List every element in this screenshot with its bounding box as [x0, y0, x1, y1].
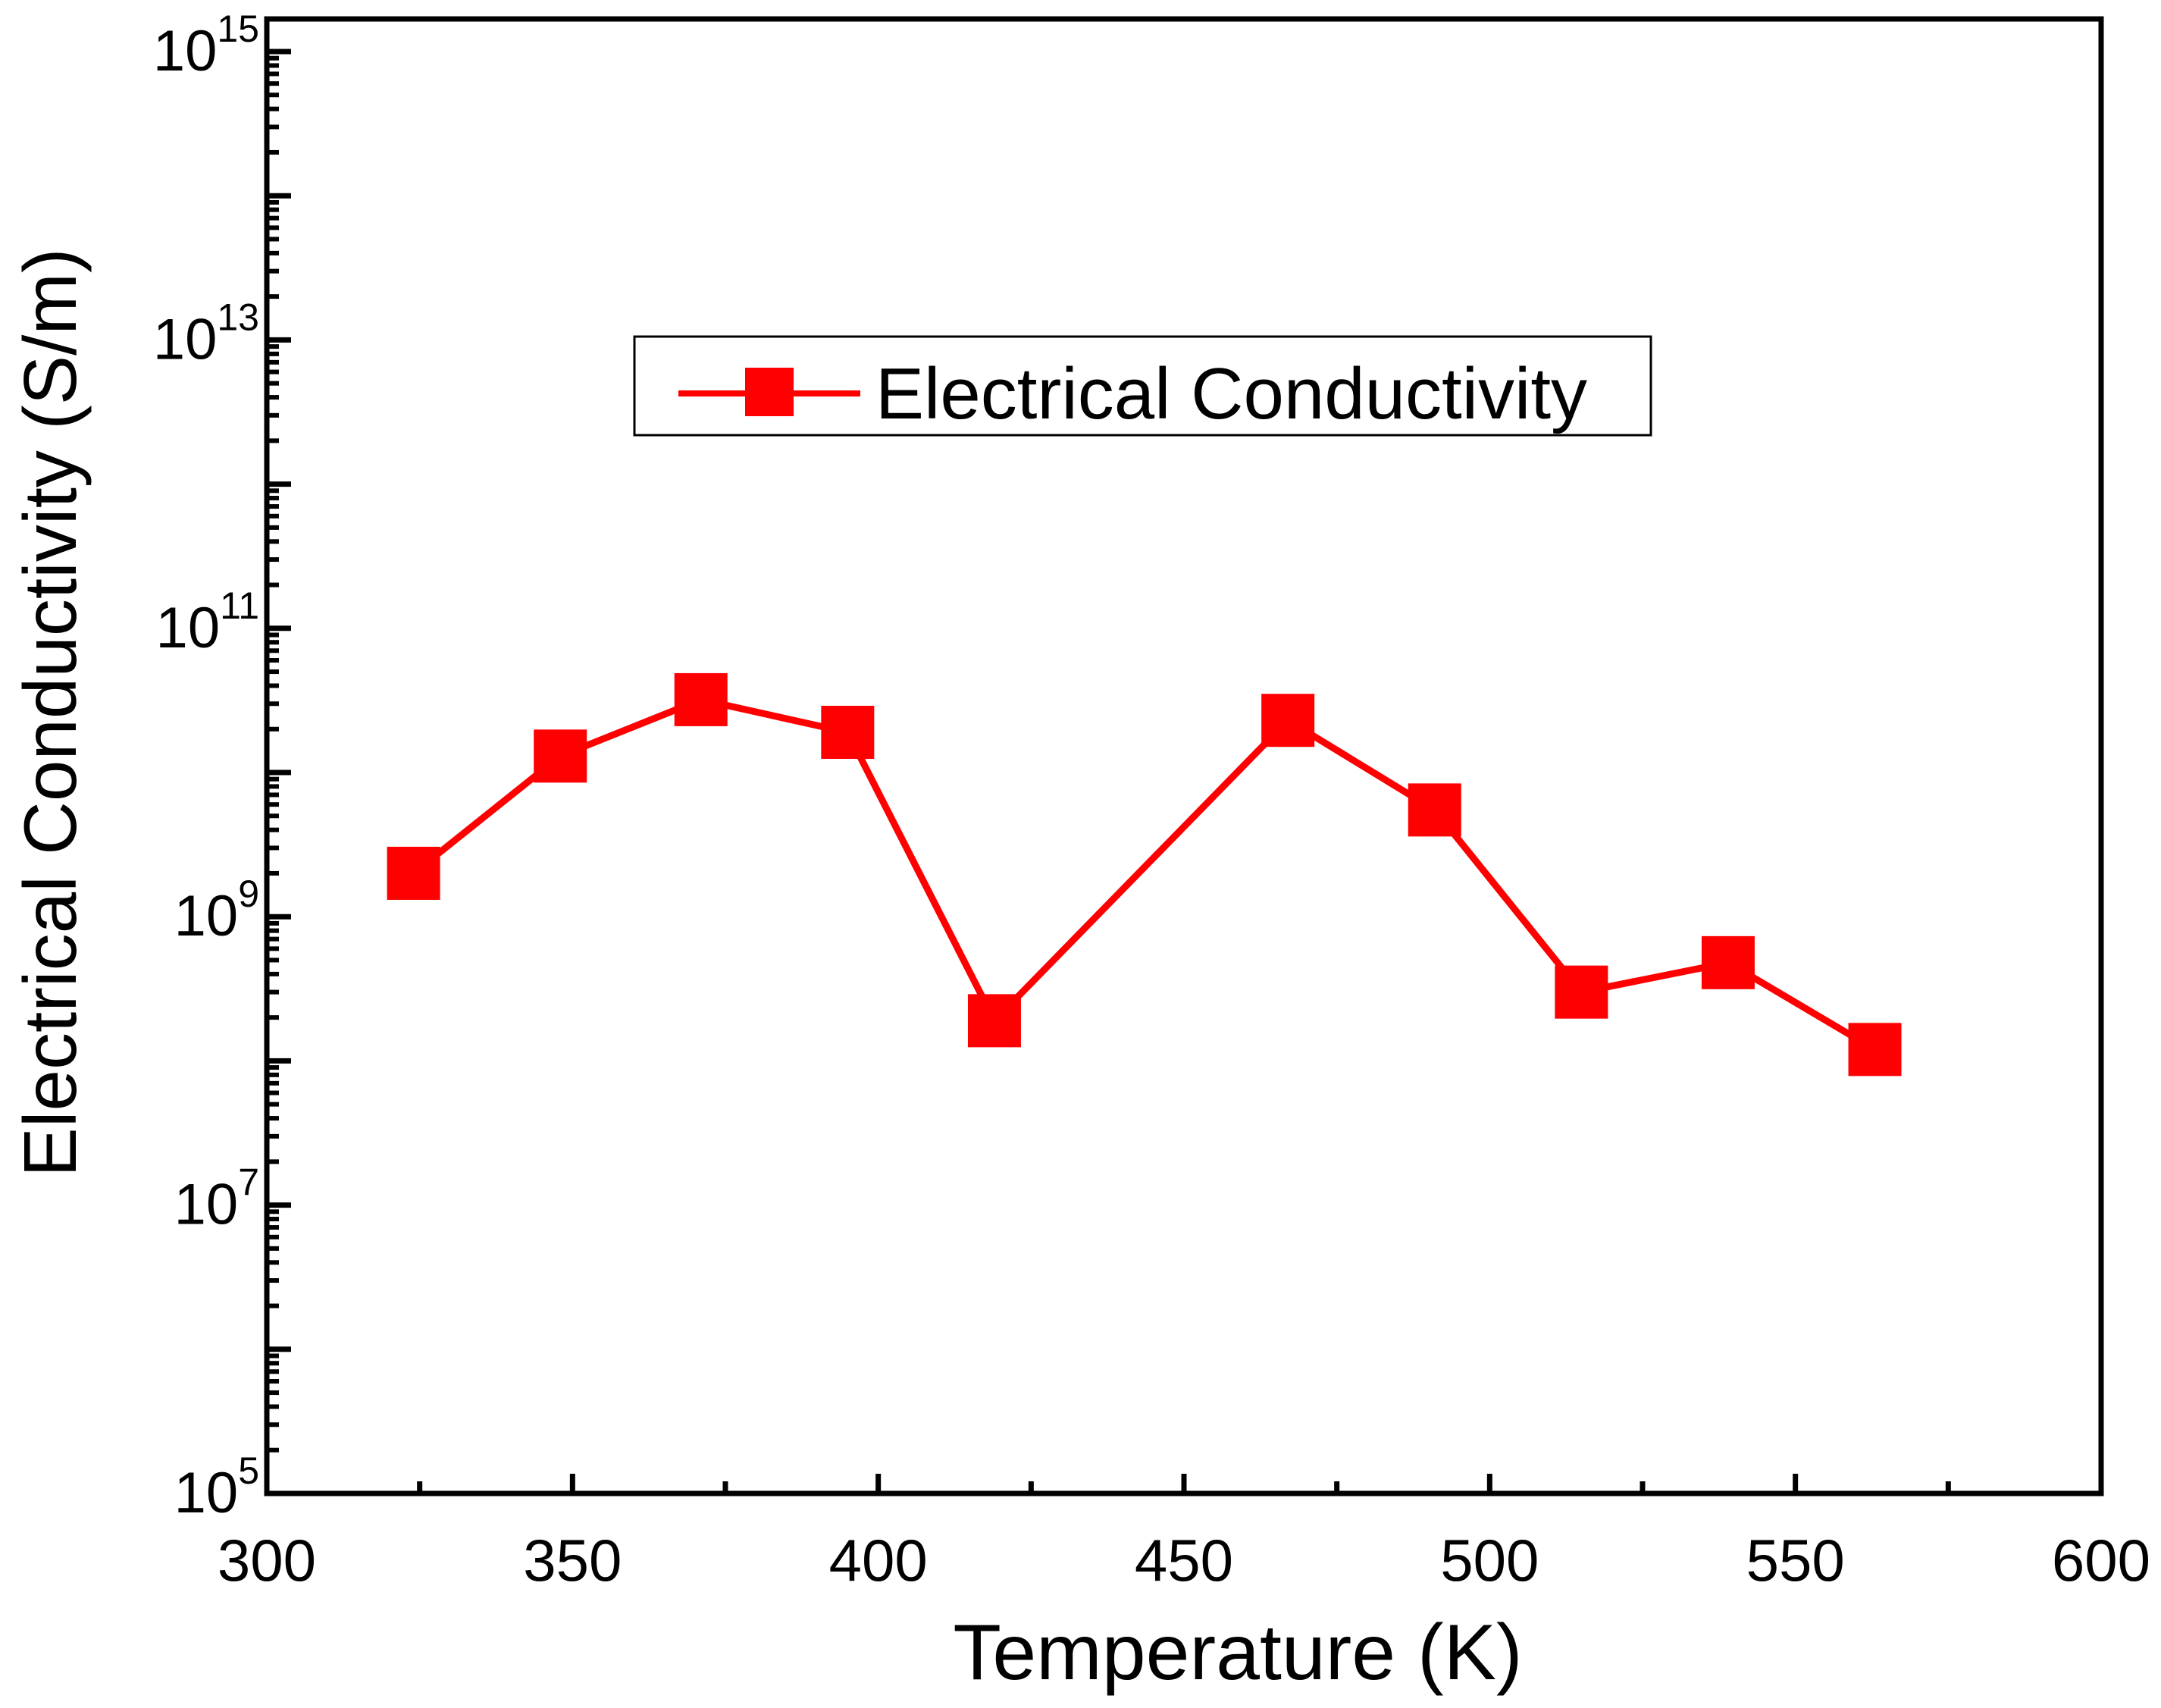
data-point — [387, 846, 440, 900]
data-point — [1701, 935, 1755, 989]
legend-marker — [745, 368, 794, 416]
y-tick-label: 107 — [174, 1161, 259, 1237]
series-line — [411, 696, 1877, 1053]
series-layer — [387, 672, 1902, 1077]
x-tick-label: 450 — [1135, 1527, 1233, 1594]
legend: Electrical Conductivity — [633, 335, 1652, 437]
x-tick-label: 600 — [2052, 1527, 2150, 1594]
y-tick-label: 109 — [174, 873, 259, 948]
x-tick-label: 500 — [1440, 1527, 1539, 1594]
y-axis-label: Electrical Conductivity (S/m) — [8, 248, 92, 1177]
data-point — [821, 705, 875, 759]
x-tick-label: 400 — [829, 1527, 928, 1594]
data-point — [967, 994, 1021, 1048]
y-tick-labels: 105 107 109 1011 1013 1015 — [153, 8, 259, 1525]
data-point — [534, 729, 587, 783]
y-tick-label: 1015 — [153, 8, 259, 83]
x-tick-labels: 300 350 400 450 500 550 600 — [218, 1527, 2150, 1594]
legend-box — [633, 335, 1652, 437]
data-point — [1408, 783, 1461, 837]
x-tick-label: 300 — [218, 1527, 316, 1594]
data-point — [1848, 1023, 1902, 1077]
data-point — [674, 672, 728, 726]
x-tick-label: 550 — [1746, 1527, 1845, 1594]
x-axis-label: Temperature (K) — [953, 1609, 1522, 1697]
data-point — [1555, 965, 1608, 1019]
plot-frame — [264, 16, 2104, 1496]
legend-label: Electrical Conductivity — [875, 353, 1587, 434]
data-point — [1261, 694, 1315, 747]
y-tick-label: 1011 — [156, 584, 259, 660]
x-tick-label: 350 — [523, 1527, 622, 1594]
y-tick-label: 105 — [174, 1449, 259, 1525]
y-tick-label: 1013 — [153, 296, 259, 371]
